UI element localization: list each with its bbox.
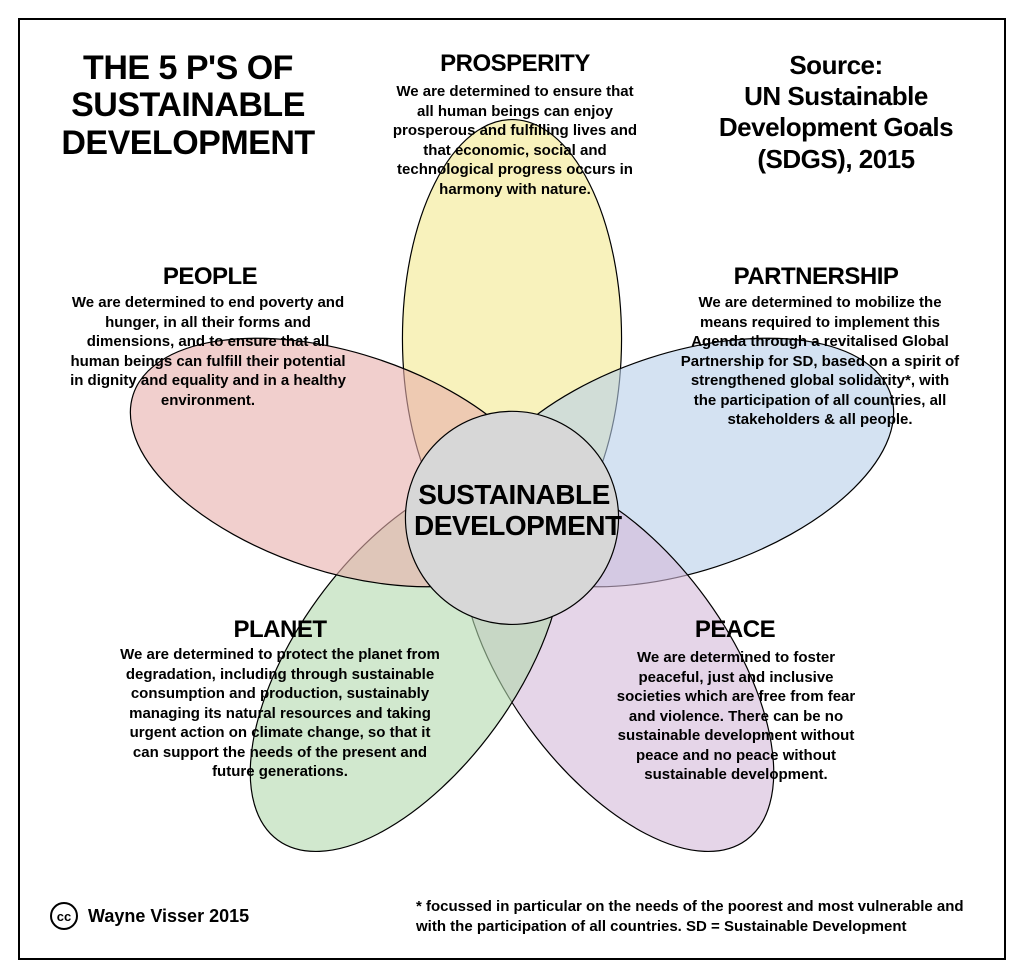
petal-text-prosperity: We are determined to ensure that all hum…	[388, 82, 642, 199]
petal-label-planet: PLANET	[150, 616, 410, 644]
petal-text-planet: We are determined to protect the planet …	[120, 645, 440, 782]
petal-label-peace: PEACE	[610, 616, 860, 644]
frame: THE 5 P'S OF SUSTAINABLE DEVELOPMENT Sou…	[0, 0, 1024, 978]
center-label: SUSTAINABLE DEVELOPMENT	[414, 480, 614, 542]
cc-icon: cc	[50, 902, 78, 930]
attribution: cc Wayne Visser 2015	[50, 902, 249, 930]
petal-label-prosperity: PROSPERITY	[400, 50, 630, 78]
attribution-text: Wayne Visser 2015	[88, 906, 249, 927]
card: THE 5 P'S OF SUSTAINABLE DEVELOPMENT Sou…	[18, 18, 1006, 960]
footnote: * focussed in particular on the needs of…	[416, 897, 976, 936]
petal-text-peace: We are determined to foster peaceful, ju…	[608, 648, 864, 785]
petal-label-people: PEOPLE	[90, 263, 330, 291]
petal-text-people: We are determined to end poverty and hun…	[68, 293, 348, 410]
petal-text-partnership: We are determined to mobilize the means …	[680, 293, 960, 430]
petal-label-partnership: PARTNERSHIP	[696, 263, 936, 291]
